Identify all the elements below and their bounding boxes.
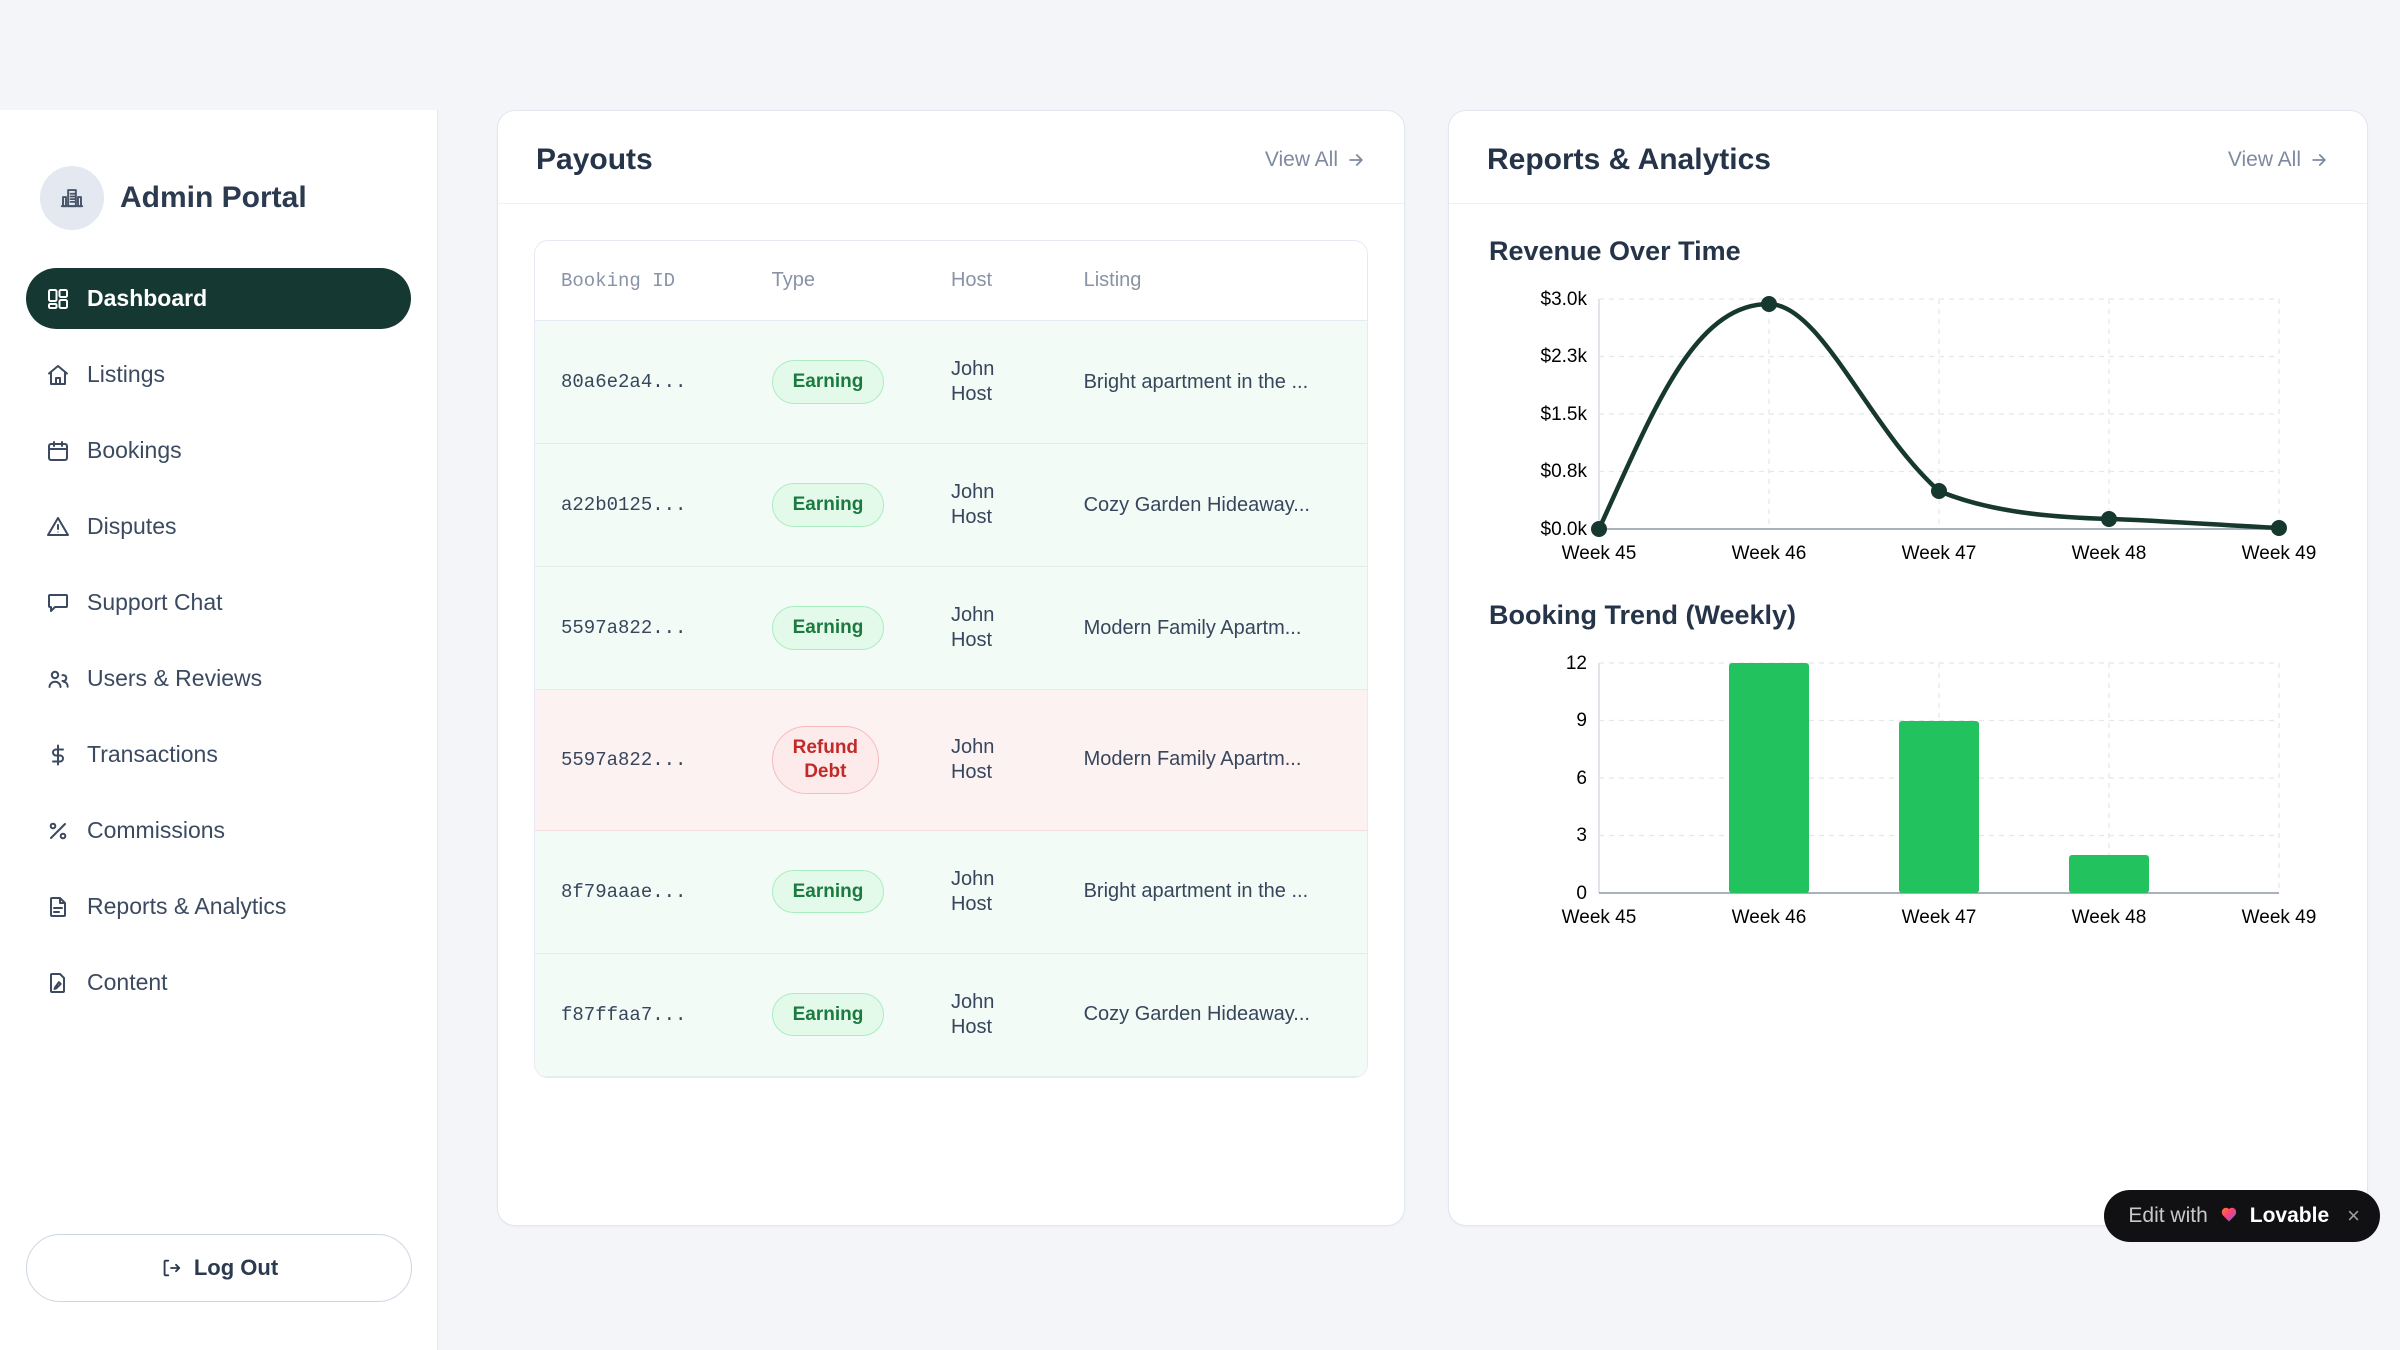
- svg-text:Week 46: Week 46: [1732, 543, 1807, 564]
- svg-text:12: 12: [1566, 653, 1587, 674]
- svg-text:Week 47: Week 47: [1902, 907, 1977, 928]
- svg-text:$2.3k: $2.3k: [1541, 346, 1588, 367]
- svg-text:Week 49: Week 49: [2242, 543, 2317, 564]
- svg-text:Week 48: Week 48: [2072, 543, 2147, 564]
- svg-text:Week 45: Week 45: [1562, 543, 1637, 564]
- svg-text:$3.0k: $3.0k: [1541, 289, 1588, 310]
- svg-text:Week 47: Week 47: [1902, 543, 1977, 564]
- svg-text:$1.5k: $1.5k: [1541, 404, 1588, 425]
- svg-text:$0.8k: $0.8k: [1541, 461, 1588, 482]
- svg-text:Week 49: Week 49: [2242, 907, 2317, 928]
- svg-text:$0.0k: $0.0k: [1541, 519, 1588, 540]
- svg-text:0: 0: [1576, 883, 1587, 904]
- svg-text:3: 3: [1576, 825, 1587, 846]
- svg-text:Week 48: Week 48: [2072, 907, 2147, 928]
- svg-text:Week 46: Week 46: [1732, 907, 1807, 928]
- svg-text:9: 9: [1576, 710, 1587, 731]
- svg-text:6: 6: [1576, 768, 1587, 789]
- svg-text:Week 45: Week 45: [1562, 907, 1637, 928]
